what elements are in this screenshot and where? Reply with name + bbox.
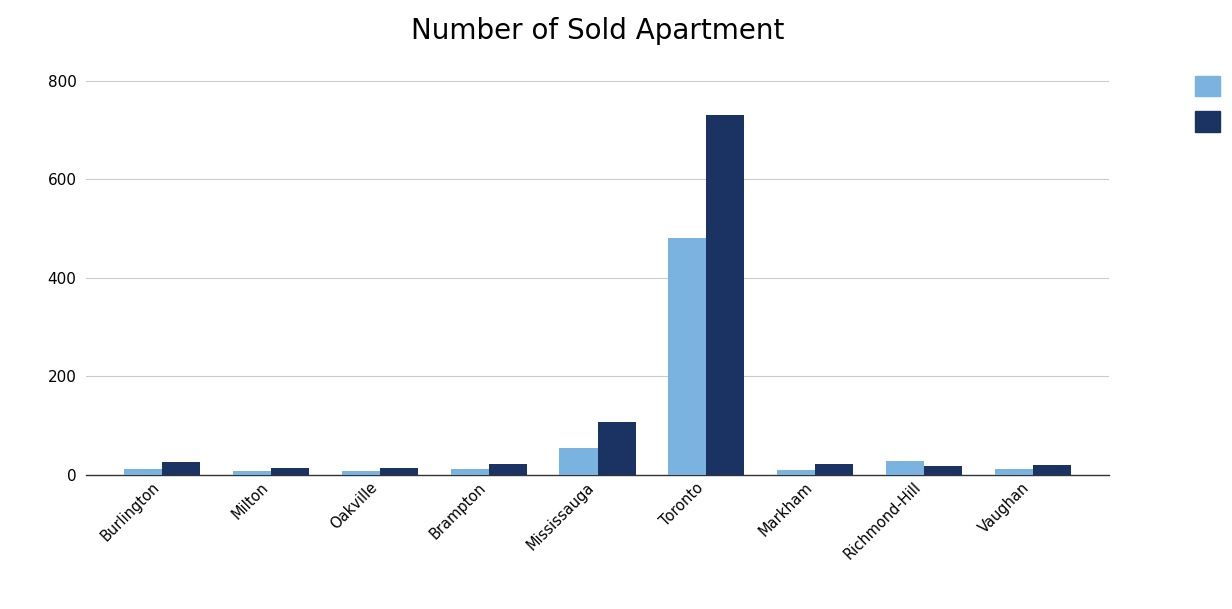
Legend: April 2020, May 2020: April 2020, May 2020 xyxy=(1188,69,1232,138)
Text: roomvu: roomvu xyxy=(950,538,1163,586)
Bar xyxy=(342,471,379,475)
Bar xyxy=(706,115,744,475)
Title: Number of Sold Apartment: Number of Sold Apartment xyxy=(410,16,785,44)
Bar xyxy=(559,448,598,475)
Bar xyxy=(994,468,1032,475)
Bar xyxy=(271,468,309,475)
Bar xyxy=(598,422,636,475)
Bar xyxy=(924,466,962,475)
Bar xyxy=(1032,465,1071,475)
Bar xyxy=(489,464,527,475)
Bar xyxy=(451,468,489,475)
Bar xyxy=(124,469,163,475)
Bar xyxy=(668,238,706,475)
Bar xyxy=(777,470,816,475)
Bar xyxy=(233,471,271,475)
Bar xyxy=(379,468,418,475)
Bar xyxy=(163,462,201,475)
Bar xyxy=(886,461,924,475)
Bar xyxy=(816,464,854,475)
